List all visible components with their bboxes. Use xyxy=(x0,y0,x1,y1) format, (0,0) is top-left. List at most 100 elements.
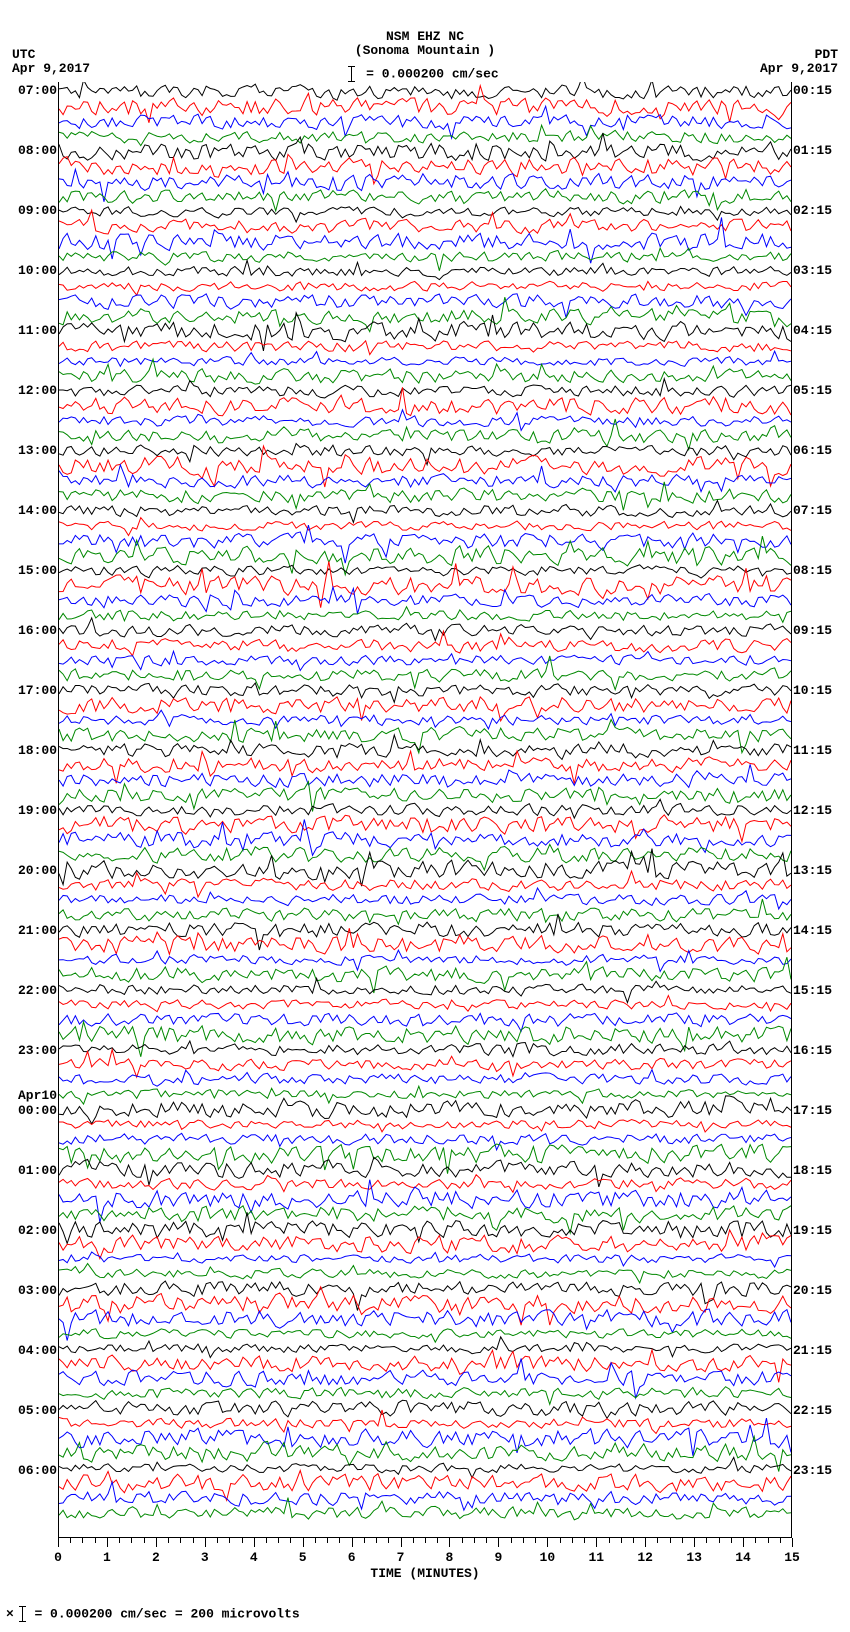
x-minor-tick xyxy=(706,1538,707,1543)
trace-line xyxy=(59,206,791,222)
trace-line xyxy=(59,782,791,812)
trace-line xyxy=(59,313,791,351)
x-major-tick xyxy=(107,1538,108,1547)
trace-line xyxy=(59,169,791,201)
y-label: 01:15 xyxy=(793,144,849,157)
x-minor-tick xyxy=(95,1538,96,1543)
trace-line xyxy=(59,1013,791,1031)
trace-line xyxy=(59,465,791,492)
x-minor-tick xyxy=(670,1538,671,1543)
x-tick-label: 6 xyxy=(348,1550,356,1565)
x-minor-tick xyxy=(266,1538,267,1543)
trace-line xyxy=(59,518,791,536)
trace-line xyxy=(59,607,791,623)
x-tick-label: 9 xyxy=(494,1550,502,1565)
helicorder-traces xyxy=(59,82,791,1537)
y-label: 05:00 xyxy=(1,1404,57,1417)
y-label: 07:15 xyxy=(793,504,849,517)
y-label: 17:15 xyxy=(793,1104,849,1117)
trace-line xyxy=(59,294,791,318)
x-tick-label: 15 xyxy=(784,1550,800,1565)
x-minor-tick xyxy=(523,1538,524,1543)
x-major-tick xyxy=(645,1538,646,1547)
x-minor-tick xyxy=(376,1538,377,1543)
x-minor-tick xyxy=(560,1538,561,1543)
x-major-tick xyxy=(254,1538,255,1547)
y-label: 05:15 xyxy=(793,384,849,397)
trace-line xyxy=(59,359,791,384)
trace-line xyxy=(59,1175,791,1193)
trace-line xyxy=(59,995,791,1011)
trace-line xyxy=(59,978,791,1002)
trace-line xyxy=(59,928,791,954)
x-minor-tick xyxy=(437,1538,438,1543)
x-minor-tick xyxy=(755,1538,756,1543)
y-label: 16:15 xyxy=(793,1044,849,1057)
x-minor-tick xyxy=(119,1538,120,1543)
x-minor-tick xyxy=(168,1538,169,1543)
x-tick-label: 13 xyxy=(686,1550,702,1565)
trace-line xyxy=(59,501,791,523)
y-label: 09:00 xyxy=(1,204,57,217)
trace-line xyxy=(59,1457,791,1477)
x-tick-label: 7 xyxy=(397,1550,405,1565)
trace-line xyxy=(59,82,791,100)
trace-line xyxy=(59,248,791,271)
y-label: 20:00 xyxy=(1,864,57,877)
x-minor-tick xyxy=(462,1538,463,1543)
x-minor-tick xyxy=(609,1538,610,1543)
y-label: 16:00 xyxy=(1,624,57,637)
x-minor-tick xyxy=(425,1538,426,1543)
x-major-tick xyxy=(498,1538,499,1547)
trace-line xyxy=(59,1070,791,1086)
x-minor-tick xyxy=(731,1538,732,1543)
trace-line xyxy=(59,1337,791,1358)
x-minor-tick xyxy=(242,1538,243,1543)
plot-area: 07:0008:0009:0010:0011:0012:0013:0014:00… xyxy=(58,82,792,1537)
y-label: 22:00 xyxy=(1,984,57,997)
y-label: 13:00 xyxy=(1,444,57,457)
y-label: 06:00 xyxy=(1,1464,57,1477)
y-label: 04:15 xyxy=(793,324,849,337)
trace-line xyxy=(59,1410,791,1433)
y-label: 22:15 xyxy=(793,1404,849,1417)
seismogram-page: UTC Apr 9,2017 NSM EHZ NC (Sonoma Mounta… xyxy=(0,0,850,1632)
x-minor-tick xyxy=(290,1538,291,1543)
header: UTC Apr 9,2017 NSM EHZ NC (Sonoma Mounta… xyxy=(0,0,850,82)
trace-line xyxy=(59,656,791,690)
trace-line xyxy=(59,1387,791,1405)
y-label: 00:00 xyxy=(1,1104,57,1117)
x-minor-tick xyxy=(364,1538,365,1543)
x-major-tick xyxy=(303,1538,304,1547)
y-label: 14:15 xyxy=(793,924,849,937)
x-major-tick xyxy=(449,1538,450,1547)
y-label: 23:15 xyxy=(793,1464,849,1477)
x-minor-tick xyxy=(82,1538,83,1543)
trace-line xyxy=(59,651,791,670)
y-label: 00:15 xyxy=(793,84,849,97)
x-major-tick xyxy=(58,1538,59,1547)
y-label: 14:00 xyxy=(1,504,57,517)
x-major-tick xyxy=(401,1538,402,1547)
trace-line xyxy=(59,683,791,702)
x-minor-tick xyxy=(511,1538,512,1543)
x-minor-tick xyxy=(315,1538,316,1543)
x-minor-tick xyxy=(180,1538,181,1543)
y-label: 10:00 xyxy=(1,264,57,277)
x-major-tick xyxy=(694,1538,695,1547)
trace-line xyxy=(59,444,791,465)
x-tick-label: 2 xyxy=(152,1550,160,1565)
trace-line xyxy=(59,735,791,759)
y-label: 06:15 xyxy=(793,444,849,457)
y-label: 23:00 xyxy=(1,1044,57,1057)
trace-line xyxy=(59,799,791,818)
trace-line xyxy=(59,1212,791,1243)
x-minor-tick xyxy=(339,1538,340,1543)
y-label: 10:15 xyxy=(793,684,849,697)
trace-line xyxy=(59,914,791,950)
trace-line xyxy=(59,482,791,510)
x-tick-label: 1 xyxy=(103,1550,111,1565)
y-label: 15:00 xyxy=(1,564,57,577)
y-label: 03:15 xyxy=(793,264,849,277)
footer: × = 0.000200 cm/sec = 200 microvolts xyxy=(0,1588,850,1632)
